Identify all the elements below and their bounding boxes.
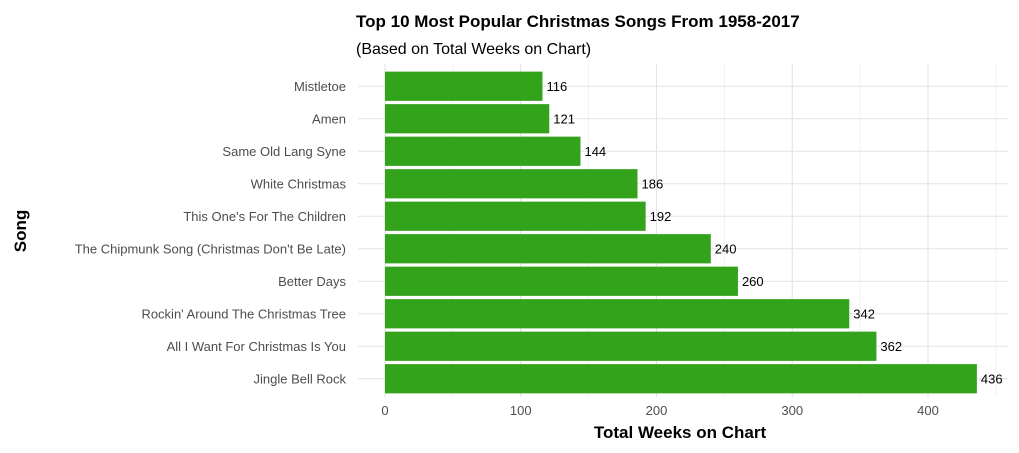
bar <box>385 331 877 361</box>
x-tick-label: 400 <box>917 403 939 418</box>
x-tick-label: 100 <box>510 403 532 418</box>
bar <box>385 201 646 231</box>
data-label: 260 <box>742 274 764 289</box>
bar <box>385 169 638 199</box>
data-label: 342 <box>853 306 875 321</box>
y-tick-label: This One's For The Children <box>183 209 346 224</box>
bar <box>385 104 550 134</box>
bars-group <box>385 71 977 394</box>
y-tick-label: Amen <box>312 111 346 126</box>
bar <box>385 299 850 329</box>
data-label: 186 <box>641 176 663 191</box>
bar <box>385 364 977 394</box>
x-tick-label: 300 <box>781 403 803 418</box>
y-tick-label: Jingle Bell Rock <box>254 371 347 386</box>
y-tick-label: Better Days <box>278 274 346 289</box>
data-label: 192 <box>650 209 672 224</box>
y-tick-label: Rockin' Around The Christmas Tree <box>141 306 346 321</box>
y-tick-label: White Christmas <box>251 176 347 191</box>
x-tick-labels: 0 100 200 300 400 <box>381 403 938 418</box>
chart-subtitle: (Based on Total Weeks on Chart) <box>356 41 591 58</box>
data-label: 436 <box>981 371 1003 386</box>
bar <box>385 266 738 296</box>
y-tick-label: The Chipmunk Song (Christmas Don't Be La… <box>75 241 346 256</box>
x-axis-title: Total Weeks on Chart <box>594 423 767 442</box>
chart-title: Top 10 Most Popular Christmas Songs From… <box>356 12 800 31</box>
bar <box>385 136 581 166</box>
bar <box>385 71 543 101</box>
x-tick-label: 200 <box>646 403 668 418</box>
data-label: 121 <box>553 111 575 126</box>
x-tick-label: 0 <box>381 403 388 418</box>
data-label: 144 <box>584 144 606 159</box>
y-tick-labels: Mistletoe Amen Same Old Lang Syne White Chr… <box>75 79 347 387</box>
y-tick-label: Mistletoe <box>294 79 346 94</box>
y-axis-title: Song <box>11 210 30 253</box>
data-label: 240 <box>715 241 737 256</box>
y-tick-label: All I Want For Christmas Is You <box>167 339 346 354</box>
y-tick-label: Same Old Lang Syne <box>222 144 346 159</box>
data-label: 362 <box>880 339 902 354</box>
bar <box>385 234 711 264</box>
data-labels: 116 121 144 186 192 240 260 342 362 436 <box>546 79 1002 387</box>
data-label: 116 <box>546 79 567 94</box>
